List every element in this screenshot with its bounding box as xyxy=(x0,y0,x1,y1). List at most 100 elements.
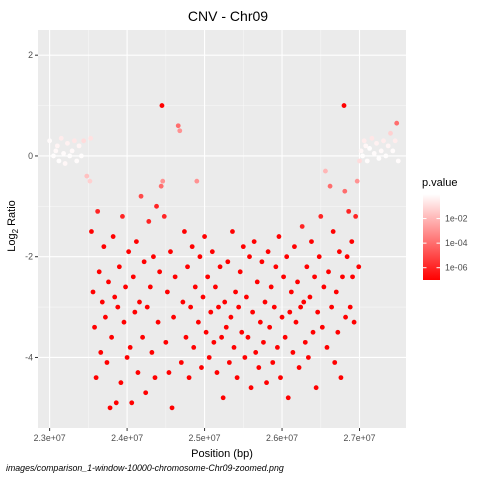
data-point xyxy=(211,339,217,345)
data-point xyxy=(99,299,105,305)
legend-title: p.value xyxy=(422,177,457,189)
data-point xyxy=(278,375,283,381)
data-point xyxy=(367,145,372,151)
data-point xyxy=(135,370,141,375)
data-point xyxy=(149,350,155,355)
data-point xyxy=(326,269,331,275)
data-point xyxy=(395,158,401,164)
data-point xyxy=(254,279,260,285)
data-point xyxy=(168,249,173,255)
data-point xyxy=(374,140,379,146)
data-point xyxy=(244,294,249,300)
chart-title: CNV - Chr09 xyxy=(188,8,268,24)
data-point xyxy=(351,319,357,325)
data-point xyxy=(67,153,73,159)
data-point xyxy=(323,168,328,174)
data-point xyxy=(230,229,235,234)
data-point xyxy=(90,289,96,295)
x-tick-label: 2.7e+07 xyxy=(343,433,375,443)
data-point xyxy=(333,289,339,295)
data-point xyxy=(292,244,297,250)
data-point xyxy=(113,400,119,406)
data-point xyxy=(378,148,384,154)
data-point xyxy=(270,360,276,365)
data-point xyxy=(205,274,211,280)
data-point xyxy=(101,244,107,250)
data-point xyxy=(74,158,80,164)
data-point xyxy=(106,279,111,285)
data-point xyxy=(110,234,116,239)
data-point xyxy=(257,319,263,325)
legend-colorbar xyxy=(423,194,440,280)
data-point xyxy=(183,334,189,340)
data-point xyxy=(61,151,66,156)
legend-ticks: 1e-02 1e-04 1e-06 xyxy=(423,214,468,273)
data-point xyxy=(72,138,77,144)
data-point xyxy=(208,309,214,315)
data-point xyxy=(336,249,342,255)
data-point xyxy=(327,183,333,189)
data-point xyxy=(54,143,60,149)
data-point xyxy=(290,350,296,355)
data-point xyxy=(338,375,344,381)
data-point xyxy=(394,120,400,126)
data-point xyxy=(369,135,375,141)
data-point xyxy=(175,123,181,129)
data-point xyxy=(92,324,97,330)
data-point xyxy=(138,193,144,199)
data-point xyxy=(354,178,360,184)
data-point xyxy=(95,208,101,214)
data-point xyxy=(155,319,161,325)
data-point xyxy=(172,274,178,280)
data-point xyxy=(129,400,135,406)
data-point xyxy=(281,274,286,280)
data-point xyxy=(248,385,254,391)
data-point xyxy=(103,314,108,320)
data-point xyxy=(130,274,136,280)
data-point xyxy=(349,239,355,244)
data-point xyxy=(234,375,240,381)
data-point xyxy=(385,143,391,149)
data-point xyxy=(226,360,232,365)
data-point xyxy=(242,355,248,360)
data-point xyxy=(220,395,226,401)
data-point xyxy=(356,264,362,270)
data-point xyxy=(147,284,153,290)
data-point xyxy=(116,264,122,270)
data-point xyxy=(253,350,259,355)
data-point xyxy=(324,344,330,350)
data-point xyxy=(171,314,176,320)
data-point xyxy=(262,299,268,305)
data-point xyxy=(265,249,271,255)
data-point xyxy=(264,380,269,386)
legend-tick-label: 1e-02 xyxy=(445,214,468,224)
data-point xyxy=(321,284,327,290)
data-point xyxy=(53,148,59,154)
data-point xyxy=(159,103,165,108)
x-tick-label: 2.5e+07 xyxy=(189,433,221,443)
data-point xyxy=(376,156,382,161)
data-point xyxy=(133,239,139,244)
data-point xyxy=(273,264,279,270)
data-point xyxy=(166,370,172,375)
data-point xyxy=(189,244,195,250)
grid-lines xyxy=(38,30,406,428)
x-tick-label: 2.4e+07 xyxy=(111,433,143,443)
data-point xyxy=(140,334,145,340)
data-point xyxy=(93,375,99,381)
y-tick-label: 0 xyxy=(28,151,33,161)
data-point xyxy=(107,405,113,411)
data-point xyxy=(341,103,347,108)
data-point xyxy=(288,289,294,295)
data-point xyxy=(143,390,149,396)
data-point xyxy=(98,350,104,355)
data-point xyxy=(332,360,338,365)
data-point xyxy=(123,284,128,290)
data-point xyxy=(233,289,238,295)
data-point xyxy=(177,128,183,134)
data-point xyxy=(313,385,319,391)
data-point xyxy=(307,294,313,300)
data-point xyxy=(236,304,242,310)
data-point xyxy=(296,365,302,370)
